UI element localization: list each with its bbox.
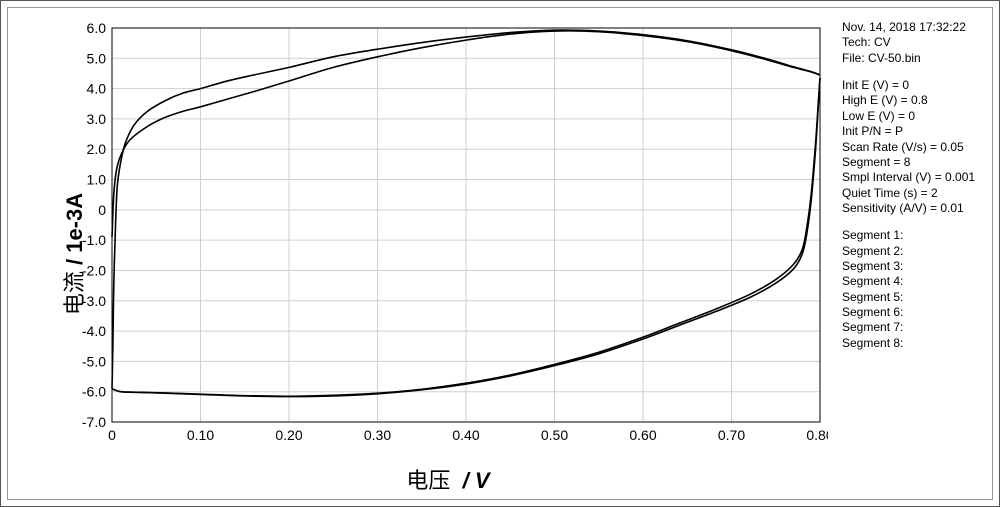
svg-text:2.0: 2.0 (87, 141, 107, 157)
meta-segments-block: Segment 1:Segment 2:Segment 3:Segment 4:… (842, 228, 998, 351)
meta-param-line: High E (V) = 0.8 (842, 93, 998, 108)
figure-frame: 电流 / 1e-3A 00.100.200.300.400.500.600.70… (0, 0, 1000, 507)
svg-text:-7.0: -7.0 (82, 414, 106, 430)
svg-text:0.40: 0.40 (452, 427, 479, 443)
meta-file: File: CV-50.bin (842, 51, 998, 66)
svg-text:-1.0: -1.0 (82, 232, 106, 248)
svg-text:0.30: 0.30 (364, 427, 391, 443)
svg-text:0.80: 0.80 (806, 427, 828, 443)
svg-text:0.20: 0.20 (275, 427, 302, 443)
meta-segment-line: Segment 2: (842, 244, 998, 259)
meta-tech: Tech: CV (842, 35, 998, 50)
meta-segment-line: Segment 8: (842, 336, 998, 351)
figure-inner-border: 电流 / 1e-3A 00.100.200.300.400.500.600.70… (7, 7, 993, 500)
meta-param-line: Init P/N = P (842, 124, 998, 139)
plot-area: 0 0.10 0.20 0.30 0.40 0.50 0.60 0.70 0.80 6.0 5.0 4… (68, 22, 828, 452)
meta-segment-line: Segment 1: (842, 228, 998, 243)
meta-timestamp: Nov. 14, 2018 17:32:22 (842, 20, 998, 35)
svg-text:4.0: 4.0 (87, 81, 107, 97)
meta-param-line: Init E (V) = 0 (842, 78, 998, 93)
svg-text:5.0: 5.0 (87, 50, 107, 66)
svg-text:0.10: 0.10 (187, 427, 214, 443)
meta-param-line: Scan Rate (V/s) = 0.05 (842, 140, 998, 155)
meta-segment-line: Segment 6: (842, 305, 998, 320)
svg-text:0.70: 0.70 (718, 427, 745, 443)
svg-text:1.0: 1.0 (87, 172, 107, 188)
svg-text:6.0: 6.0 (87, 22, 107, 36)
svg-text:-3.0: -3.0 (82, 293, 106, 309)
svg-text:-4.0: -4.0 (82, 323, 106, 339)
x-axis-unit: / V (463, 468, 490, 493)
meta-segment-line: Segment 4: (842, 274, 998, 289)
svg-text:0.50: 0.50 (541, 427, 568, 443)
x-axis-label: 电压 / V (68, 463, 828, 495)
svg-text:3.0: 3.0 (87, 111, 107, 127)
svg-text:-6.0: -6.0 (82, 384, 106, 400)
svg-text:-5.0: -5.0 (82, 353, 106, 369)
metadata-panel: Nov. 14, 2018 17:32:22 Tech: CV File: CV… (842, 20, 998, 351)
meta-params-block: Init E (V) = 0High E (V) = 0.8Low E (V) … (842, 78, 998, 216)
meta-segment-line: Segment 3: (842, 259, 998, 274)
meta-param-line: Segment = 8 (842, 155, 998, 170)
x-axis-title: 电压 (406, 468, 450, 493)
meta-param-line: Smpl Interval (V) = 0.001 (842, 170, 998, 185)
meta-param-line: Sensitivity (A/V) = 0.01 (842, 201, 998, 216)
cv-plot-svg: 0 0.10 0.20 0.30 0.40 0.50 0.60 0.70 0.80 6.0 5.0 4… (68, 22, 828, 452)
svg-text:-2.0: -2.0 (82, 262, 106, 278)
meta-segment-line: Segment 5: (842, 290, 998, 305)
svg-text:0: 0 (98, 202, 106, 218)
meta-segment-line: Segment 7: (842, 320, 998, 335)
meta-param-line: Quiet Time (s) = 2 (842, 186, 998, 201)
svg-text:0.60: 0.60 (629, 427, 656, 443)
meta-param-line: Low E (V) = 0 (842, 109, 998, 124)
svg-text:0: 0 (108, 427, 116, 443)
